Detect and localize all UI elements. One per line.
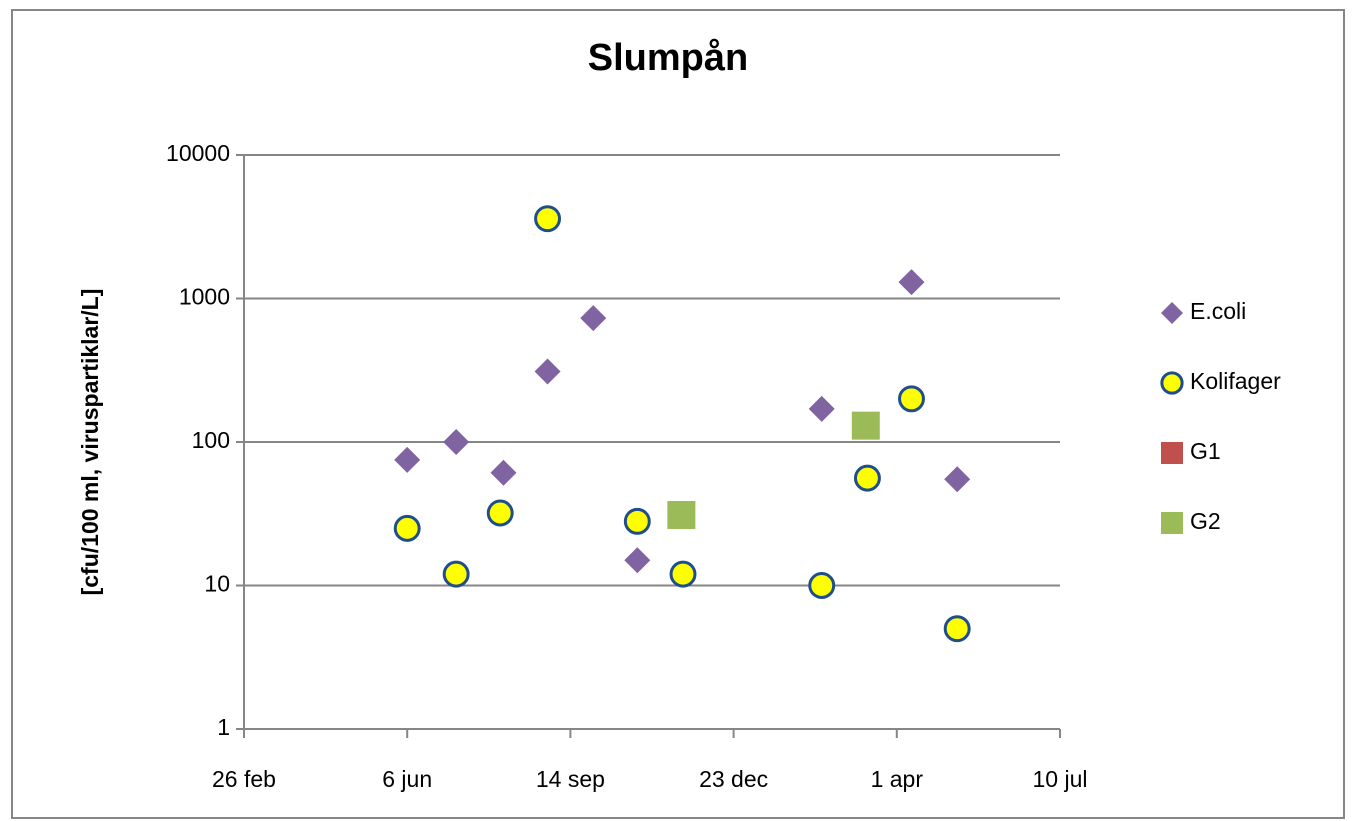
point: [624, 547, 651, 574]
point: [944, 466, 971, 493]
point: [898, 385, 925, 413]
legend-marker: [1160, 371, 1184, 395]
point: [490, 459, 517, 486]
legend-marker: [1161, 512, 1183, 534]
point: [442, 560, 470, 588]
point: [667, 500, 696, 529]
point: [898, 269, 925, 296]
legend-marker: [1161, 302, 1183, 324]
point: [443, 429, 470, 455]
point: [486, 499, 514, 527]
x-tick-label: 10 jul: [1033, 766, 1088, 792]
point: [851, 411, 880, 440]
point: [808, 572, 836, 599]
point: [394, 446, 421, 473]
x-tick-label: 6 jun: [382, 766, 432, 792]
point: [943, 615, 971, 643]
point: [534, 358, 561, 385]
point: [393, 514, 421, 542]
x-tick-label: 1 apr: [871, 766, 924, 792]
legend-label: E.coli: [1190, 298, 1246, 324]
point: [669, 560, 697, 588]
point: [623, 507, 651, 535]
y-tick-label: 1: [217, 714, 230, 740]
chart-border: [11, 9, 1345, 819]
y-axis-label: [cfu/100 ml, viruspartiklar/L]: [77, 289, 103, 596]
point: [808, 395, 835, 422]
point: [853, 464, 881, 492]
point: [580, 305, 607, 332]
y-tick-label: 10000: [166, 140, 230, 166]
legend-label: G1: [1190, 438, 1221, 464]
x-tick-label: 26 feb: [212, 766, 276, 792]
y-tick-label: 1000: [179, 284, 230, 310]
legend-label: Kolifager: [1190, 368, 1281, 394]
x-tick-label: 23 dec: [699, 766, 768, 792]
x-tick-label: 14 sep: [536, 766, 605, 792]
point: [534, 205, 562, 233]
y-tick-label: 10: [204, 571, 230, 597]
legend-marker: [1161, 442, 1183, 464]
y-tick-label: 100: [192, 427, 230, 453]
legend-label: G2: [1190, 508, 1221, 534]
chart-title: Slumpån: [588, 37, 748, 79]
